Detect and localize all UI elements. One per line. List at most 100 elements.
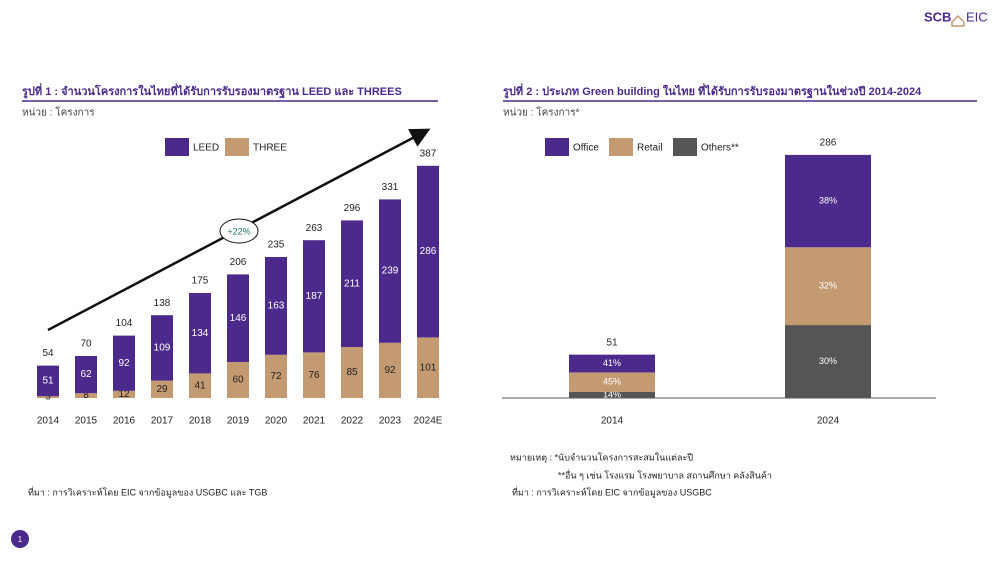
source: ที่มา : การวิเคราะห์โดย EIC จากข้อมูลของ… (512, 485, 712, 498)
bar-segment (37, 365, 59, 397)
x-tick-label: 2024 (817, 416, 840, 427)
page-badge (11, 530, 29, 548)
data-label: 41% (603, 358, 621, 368)
legend-swatch (225, 138, 249, 156)
total-label: 263 (306, 223, 323, 234)
data-label: 38% (819, 195, 837, 205)
source: ที่มา : การวิเคราะห์โดย EIC จากข้อมูลของ… (28, 485, 267, 498)
x-tick-label: 2023 (379, 416, 402, 427)
bar-segment (785, 325, 871, 398)
total-label: 387 (420, 148, 437, 159)
bar-segment (227, 274, 249, 362)
note: หมายเหตุ : *นับจำนวนโครงการสะสมในแต่ละปี (510, 452, 693, 463)
data-label: 187 (306, 291, 323, 302)
legend-label: LEED (193, 143, 219, 154)
bar-segment (75, 393, 97, 398)
bar-segment (417, 337, 439, 398)
annotation-bubble (219, 218, 259, 244)
data-label: 62 (80, 369, 92, 380)
bar-segment (341, 220, 363, 347)
data-label: 14% (603, 389, 621, 399)
bar-segment (151, 380, 173, 398)
data-label: 109 (154, 343, 171, 354)
bar-segment (379, 342, 401, 398)
data-label: 134 (192, 328, 209, 339)
bar-segment (151, 315, 173, 381)
x-tick-label: 2019 (227, 416, 250, 427)
bar-segment (37, 396, 59, 398)
total-label: 331 (382, 182, 399, 193)
total-label: 54 (42, 348, 54, 359)
chart-title: รูปที่ 1 : จำนวนโครงการในไทยที่ได้รับการ… (22, 83, 402, 99)
bar-segment (417, 165, 439, 338)
chart-subtitle: หน่วย : โครงการ (22, 106, 95, 119)
legend-label: Retail (637, 143, 663, 154)
bar-segment (303, 240, 325, 353)
bar-segment (265, 354, 287, 398)
x-tick-label: 2024E (414, 416, 443, 427)
x-tick-label: 2018 (189, 416, 212, 427)
data-label: 3 (45, 392, 51, 403)
total-label: 138 (154, 298, 171, 309)
bar-segment (227, 362, 249, 398)
data-label: 85 (346, 367, 358, 378)
bar-segment (569, 372, 655, 392)
page-number: 1 (18, 535, 23, 544)
logo-right: EIC (966, 9, 988, 24)
x-tick-label: 2014 (37, 416, 60, 427)
data-label: 146 (230, 313, 247, 324)
bar-segment (379, 199, 401, 343)
total-label: 296 (344, 203, 361, 214)
data-label: 163 (268, 301, 285, 312)
x-tick-label: 2021 (303, 416, 326, 427)
data-label: 92 (384, 365, 396, 376)
data-label: 211 (344, 278, 360, 289)
x-tick-label: 2015 (75, 416, 98, 427)
bar-segment (189, 293, 211, 374)
annotation: +22% (227, 226, 250, 236)
legend-label: Office (573, 143, 599, 154)
chart-title: รูปที่ 2 : ประเภท Green building ในไทย ท… (503, 83, 922, 99)
x-tick-label: 2016 (113, 416, 136, 427)
bar-segment (113, 390, 135, 398)
data-label: 8 (83, 390, 89, 401)
bar-segment (303, 352, 325, 398)
legend-swatch (165, 138, 189, 156)
total-label: 51 (606, 337, 618, 348)
data-label: 101 (420, 362, 437, 373)
bar-segment (189, 373, 211, 398)
bar-segment (265, 257, 287, 355)
legend-swatch (673, 138, 697, 156)
total-label: 104 (116, 318, 133, 329)
total-label: 235 (268, 240, 285, 251)
x-tick-label: 2017 (151, 416, 174, 427)
legend-swatch (545, 138, 569, 156)
chart-subtitle: หน่วย : โครงการ* (503, 106, 580, 119)
bar-segment (569, 391, 655, 398)
data-label: 41 (194, 380, 206, 391)
total-label: 70 (80, 339, 92, 350)
bar-segment (113, 335, 135, 391)
total-label: 206 (230, 257, 247, 268)
data-label: 72 (270, 371, 282, 382)
logo-left: SCB (924, 9, 951, 24)
legend-swatch (609, 138, 633, 156)
data-label: 76 (308, 370, 320, 381)
logo-icon (951, 14, 965, 27)
note: **อื่น ๆ เช่น โรงแรม โรงพยาบาล สถานศึกษา… (558, 468, 772, 480)
bar-segment (569, 354, 655, 373)
data-label: 239 (382, 266, 399, 277)
data-label: 286 (420, 246, 437, 257)
legend-label: THREE (253, 143, 287, 154)
data-label: 32% (819, 281, 837, 291)
data-label: 45% (603, 377, 621, 387)
bar-segment (341, 347, 363, 398)
data-label: 12 (118, 389, 130, 400)
x-tick-label: 2022 (341, 416, 364, 427)
bar-segment (785, 154, 871, 248)
data-label: 92 (118, 358, 130, 369)
data-label: 60 (232, 375, 244, 386)
data-label: 51 (42, 376, 54, 387)
bar-segment (785, 247, 871, 326)
